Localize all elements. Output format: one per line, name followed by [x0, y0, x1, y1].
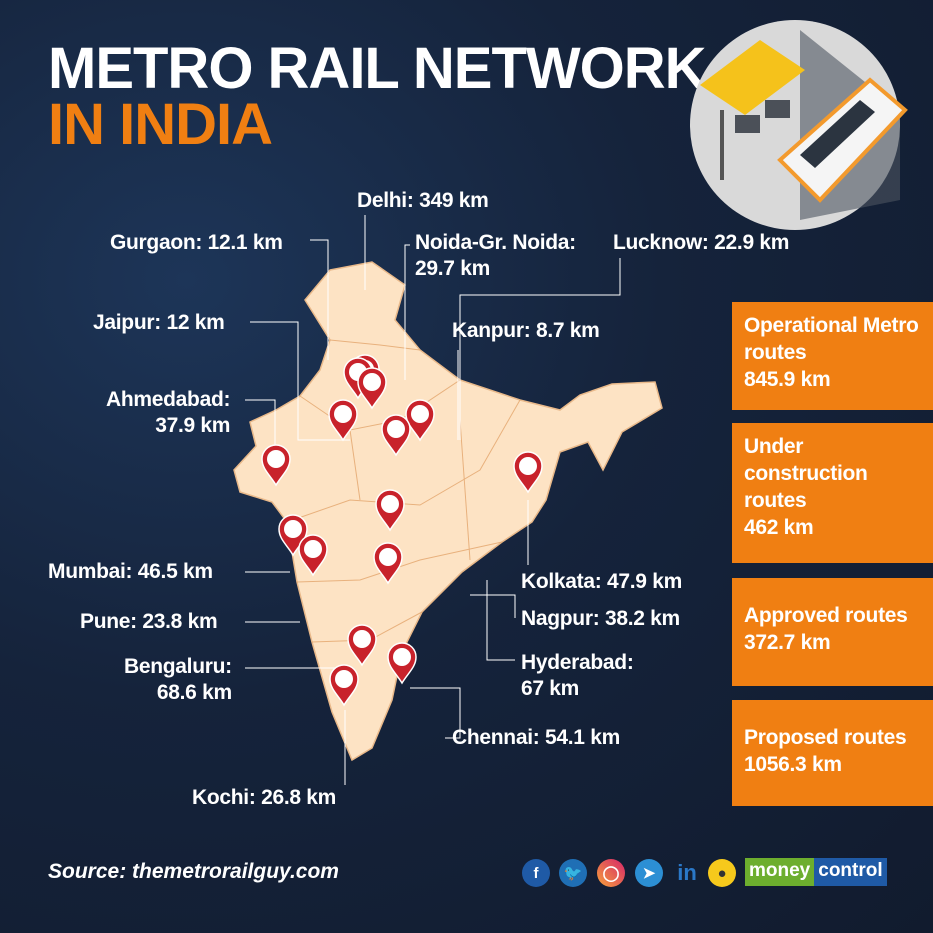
leader-lines — [245, 215, 621, 785]
linkedin-icon[interactable]: in — [673, 859, 701, 887]
city-label-mumbai: Mumbai: 46.5 km — [48, 559, 213, 585]
city-name: Chennai: — [452, 726, 540, 749]
city-length: 12.1 km — [207, 231, 283, 254]
brand-part2: control — [814, 858, 887, 886]
india-outline — [233, 261, 663, 762]
city-name: Kanpur: — [452, 319, 531, 342]
city-name: Delhi: — [357, 189, 414, 212]
city-name: Hyderabad: — [521, 651, 634, 674]
city-name: Nagpur: — [521, 607, 600, 630]
city-length: 54.1 km — [544, 726, 620, 749]
city-length: 23.8 km — [142, 610, 218, 633]
summary-value: 372.7 km — [744, 631, 831, 654]
title-line1: METRO RAIL NETWORK — [48, 36, 707, 101]
metro-train-icon — [267, 450, 285, 468]
city-length: 47.9 km — [607, 570, 682, 593]
summary-operational: Operational Metro routes 845.9 km — [732, 302, 933, 410]
city-length: 26.8 km — [261, 786, 337, 809]
city-name: Kolkata: — [521, 570, 602, 593]
city-name: Gurgaon: — [110, 231, 203, 254]
metro-train-icon — [304, 540, 322, 558]
city-label-gurgaon: Gurgaon: 12.1 km — [110, 230, 283, 256]
city-name: Ahmedabad: — [106, 388, 231, 411]
city-name: Pune: — [80, 610, 137, 633]
city-label-delhi: Delhi: 349 km — [357, 188, 489, 214]
metro-train-icon — [335, 670, 353, 688]
metro-train-icon — [381, 495, 399, 513]
city-label-kanpur: Kanpur: 8.7 km — [452, 318, 600, 344]
city-length: 8.7 km — [535, 319, 600, 342]
city-name: Kochi: — [192, 786, 256, 809]
metro-train-icon — [353, 630, 371, 648]
metro-train-icon — [379, 548, 397, 566]
city-label-chennai: Chennai: 54.1 km — [452, 725, 620, 751]
city-name: Noida-Gr. Noida: — [415, 231, 576, 254]
moneycontrol-logo: money control — [745, 858, 887, 886]
city-label-pune: Pune: 23.8 km — [80, 609, 218, 635]
summary-label: Operational Metro routes — [744, 314, 919, 364]
metro-train-icon — [334, 405, 352, 423]
city-label-noida: Noida-Gr. Noida: 29.7 km — [415, 230, 576, 282]
city-name: Bengaluru: — [124, 655, 232, 678]
city-label-nagpur: Nagpur: 38.2 km — [521, 606, 680, 632]
summary-proposed: Proposed routes 1056.3 km — [732, 700, 933, 806]
summary-value: 845.9 km — [744, 368, 831, 391]
twitter-icon[interactable]: 🐦 — [559, 859, 587, 887]
city-label-kochi: Kochi: 26.8 km — [192, 785, 336, 811]
summary-value: 462 km — [744, 516, 814, 539]
brand-part1: money — [745, 858, 815, 886]
city-label-bengaluru: Bengaluru: 68.6 km — [124, 654, 232, 706]
metro-station-illustration — [690, 20, 908, 230]
city-length: 38.2 km — [604, 607, 680, 630]
facebook-glyph: f — [533, 864, 539, 882]
telegram-icon[interactable]: ➤ — [635, 859, 663, 887]
city-length: 68.6 km — [156, 681, 232, 704]
city-length: 12 km — [166, 311, 225, 334]
city-label-hyderabad: Hyderabad: 67 km — [521, 650, 634, 702]
metro-train-icon — [411, 405, 429, 423]
city-label-jaipur: Jaipur: 12 km — [93, 310, 225, 336]
city-length: 22.9 km — [714, 231, 790, 254]
title-line2: IN INDIA — [48, 92, 273, 157]
city-length: 67 km — [521, 677, 580, 700]
source-text: Source: themetrorailguy.com — [48, 860, 339, 883]
city-length: 37.9 km — [155, 414, 231, 437]
city-name: Lucknow: — [613, 231, 709, 254]
city-name: Jaipur: — [93, 311, 161, 334]
city-length: 29.7 km — [415, 257, 490, 280]
metro-train-icon — [387, 420, 405, 438]
city-name: Mumbai: — [48, 560, 133, 583]
metro-train-icon — [393, 648, 411, 666]
summary-value: 1056.3 km — [744, 753, 842, 776]
summary-label: Approved routes — [744, 604, 908, 627]
city-length: 46.5 km — [137, 560, 213, 583]
summary-label: Under construction routes — [744, 435, 868, 512]
koo-icon[interactable]: ● — [708, 859, 736, 887]
instagram-icon[interactable]: ◯ — [597, 859, 625, 887]
city-label-lucknow: Lucknow: 22.9 km — [613, 230, 789, 256]
summary-approved: Approved routes 372.7 km — [732, 578, 933, 686]
summary-label: Proposed routes — [744, 726, 907, 749]
facebook-icon[interactable]: f — [522, 859, 550, 887]
city-label-kolkata: Kolkata: 47.9 km — [521, 569, 682, 595]
summary-under-construction: Under construction routes 462 km — [732, 423, 933, 563]
metro-train-icon — [284, 520, 302, 538]
city-length: 349 km — [419, 189, 489, 212]
city-label-ahmedabad: Ahmedabad: 37.9 km — [106, 387, 230, 439]
metro-train-icon — [363, 373, 381, 391]
linkedin-glyph: in — [677, 860, 697, 885]
metro-train-icon — [519, 457, 537, 475]
